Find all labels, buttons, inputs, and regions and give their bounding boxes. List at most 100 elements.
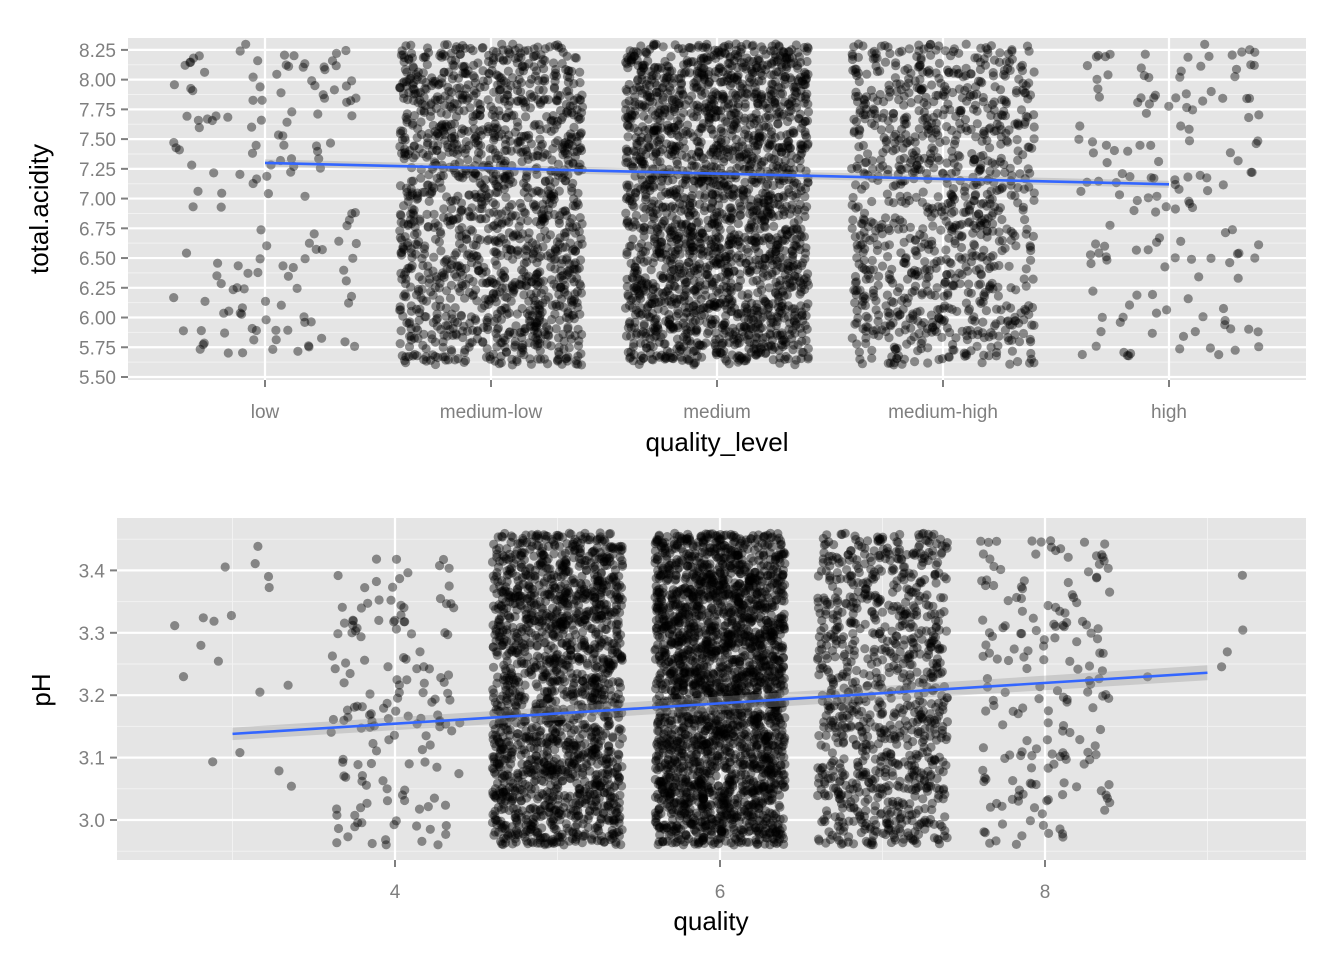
top-data-point	[675, 185, 685, 195]
top-data-point	[446, 196, 456, 206]
top-data-point	[437, 121, 447, 131]
top-data-point	[502, 55, 512, 65]
top-data-point	[944, 67, 954, 77]
top-data-point	[490, 235, 500, 245]
top-data-point	[401, 358, 411, 368]
top-data-point	[489, 220, 499, 230]
top-data-point	[188, 202, 198, 212]
top-data-point	[560, 228, 570, 238]
top-data-point	[764, 232, 774, 242]
top-data-point	[219, 308, 229, 318]
top-data-point	[251, 325, 261, 336]
top-data-point	[746, 201, 756, 211]
top-data-point	[641, 47, 651, 57]
top-data-point	[528, 52, 539, 62]
top-data-point	[412, 240, 422, 250]
top-data-point	[571, 359, 581, 369]
top-data-point	[396, 305, 406, 315]
top-data-point	[540, 94, 550, 104]
top-data-point	[432, 313, 443, 323]
top-data-point	[552, 301, 562, 311]
top-data-point	[406, 324, 416, 334]
top-data-point	[678, 128, 688, 138]
top-data-point	[456, 310, 466, 320]
top-data-point	[520, 62, 530, 72]
top-data-point	[568, 178, 578, 188]
top-data-point	[413, 284, 423, 294]
top-data-point	[499, 234, 509, 244]
top-data-point	[475, 126, 485, 136]
top-data-point	[414, 237, 424, 247]
top-data-point	[560, 148, 571, 158]
top-data-point	[306, 317, 316, 327]
top-data-point	[461, 229, 471, 239]
top-data-point	[995, 85, 1006, 95]
top-data-point	[401, 41, 411, 51]
top-data-point	[1007, 335, 1017, 345]
top-data-point	[900, 113, 910, 123]
top-data-point	[1028, 231, 1038, 241]
top-data-point	[1154, 156, 1164, 167]
top-data-point	[401, 279, 411, 289]
top-data-point	[557, 59, 567, 69]
top-data-point	[885, 48, 895, 59]
top-data-point	[569, 147, 579, 157]
top-data-point	[550, 309, 560, 319]
top-data-point	[457, 263, 467, 273]
top-data-point	[970, 154, 980, 164]
top-data-point	[899, 224, 909, 234]
top-data-point	[443, 140, 453, 150]
top-data-point	[476, 130, 486, 140]
top-data-point	[1024, 142, 1034, 152]
top-data-point	[577, 90, 587, 100]
top-data-point	[470, 132, 481, 142]
top-data-point	[223, 348, 233, 358]
top-data-point	[543, 95, 553, 105]
top-data-point	[543, 330, 553, 340]
top-data-point	[621, 303, 631, 313]
top-data-point	[506, 212, 516, 222]
top-data-point	[567, 246, 578, 256]
top-data-point	[499, 76, 509, 86]
top-data-point	[1122, 350, 1133, 361]
top-data-point	[1091, 52, 1101, 62]
top-data-point	[462, 250, 472, 260]
top-data-point	[553, 333, 564, 343]
top-data-point	[404, 263, 414, 273]
top-data-point	[407, 248, 417, 258]
top-data-point	[556, 43, 567, 53]
top-data-point	[472, 251, 482, 261]
top-data-point	[539, 64, 549, 74]
top-data-point	[576, 281, 586, 291]
top-data-point	[488, 221, 498, 231]
top-data-point	[404, 351, 414, 362]
top-data-point	[500, 173, 511, 183]
top-data-point	[481, 214, 491, 224]
top-data-point	[533, 277, 543, 287]
top-data-point	[513, 85, 523, 96]
top-data-point	[403, 241, 413, 251]
top-x-axis-title: quality_level	[645, 427, 788, 457]
top-data-point	[533, 268, 543, 278]
top-data-point	[400, 144, 410, 154]
top-data-point	[420, 241, 430, 251]
top-data-point	[575, 309, 585, 319]
bottom-data-point	[371, 554, 382, 564]
top-data-point	[519, 187, 529, 197]
top-data-point	[529, 293, 539, 303]
top-data-point	[979, 290, 989, 300]
top-data-point	[411, 290, 422, 300]
top-data-point	[464, 141, 474, 151]
top-data-point	[309, 229, 319, 239]
top-data-point	[462, 69, 472, 79]
top-data-point	[868, 326, 878, 336]
top-data-point	[524, 338, 534, 348]
top-data-point	[992, 185, 1002, 196]
top-data-point	[929, 246, 940, 256]
top-data-point	[997, 214, 1007, 225]
top-data-point	[665, 280, 675, 290]
top-data-point	[942, 270, 952, 280]
top-data-point	[433, 352, 443, 363]
top-data-point	[928, 322, 938, 332]
top-data-point	[455, 172, 465, 182]
